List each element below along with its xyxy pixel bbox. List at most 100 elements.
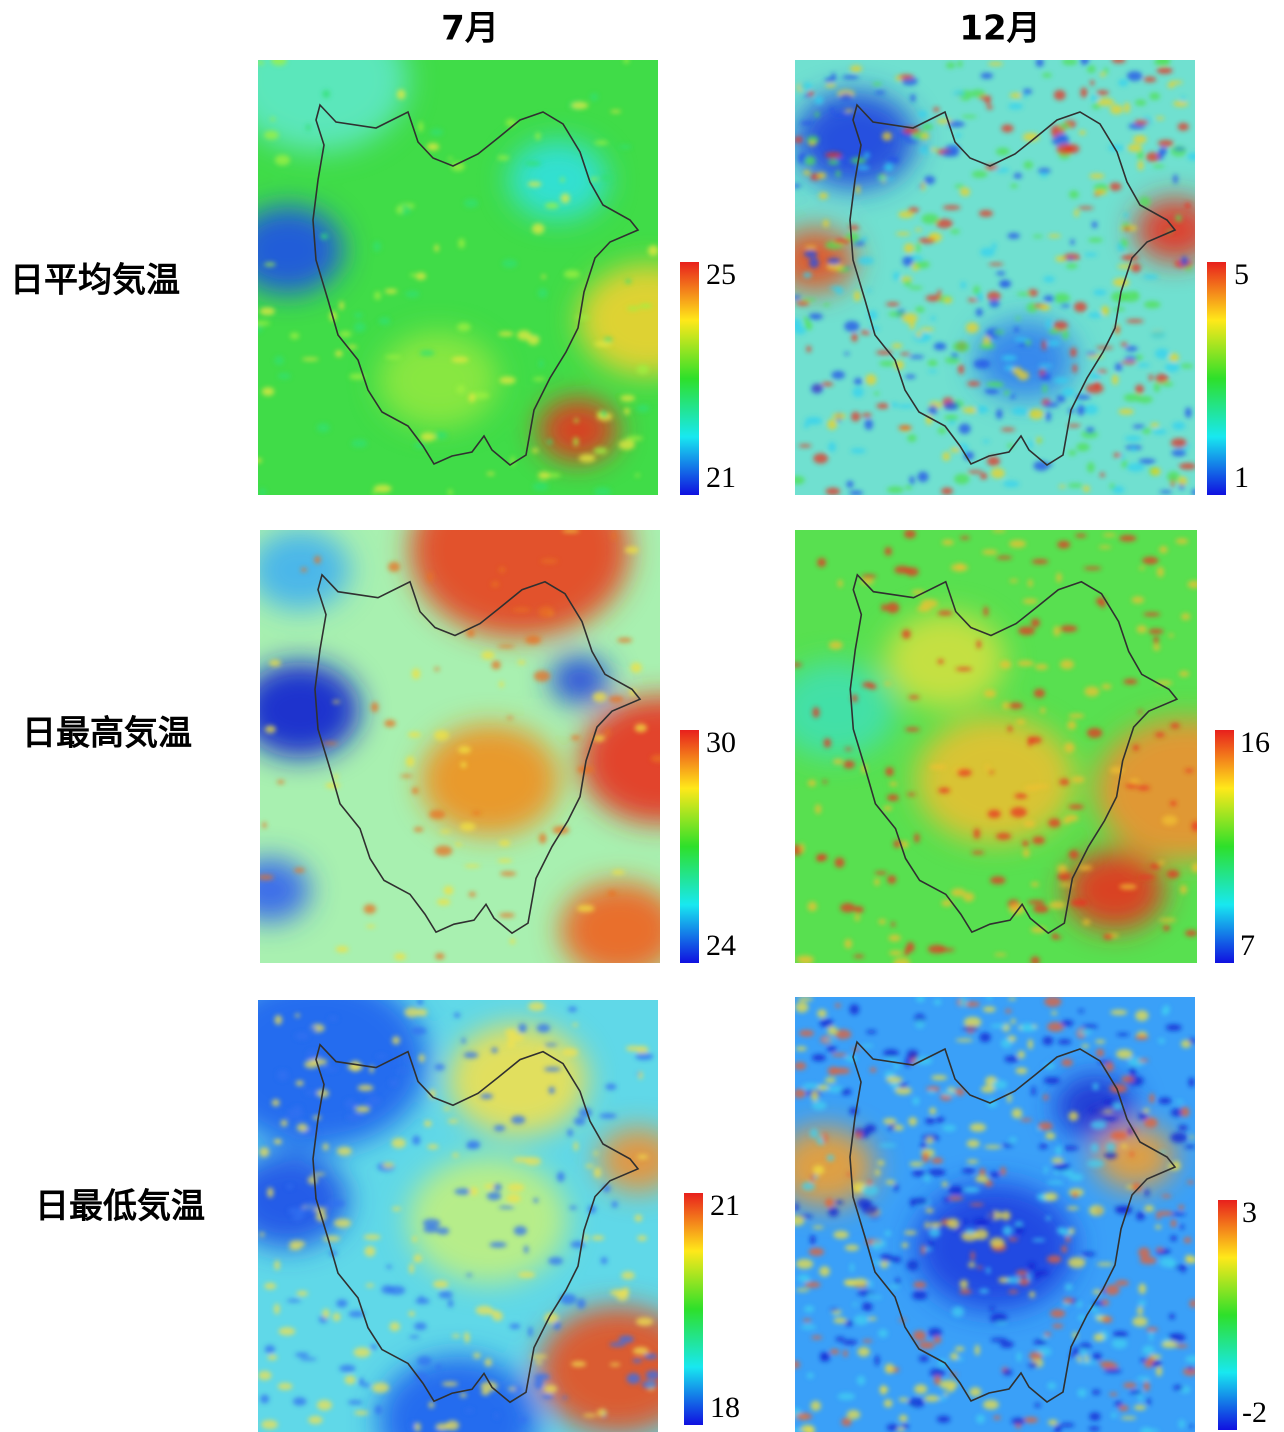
map-texture [796, 1288, 809, 1291]
map-texture [929, 764, 947, 770]
map-texture [532, 223, 545, 234]
map-texture [533, 482, 549, 490]
map-texture [392, 1207, 401, 1211]
map-texture [638, 1071, 642, 1079]
map-texture [374, 291, 381, 300]
map-texture [973, 1219, 990, 1225]
map-texture [1030, 956, 1039, 965]
map-texture [1161, 1195, 1171, 1198]
map-texture [987, 291, 1001, 300]
map-texture [843, 1350, 847, 1357]
map-texture [1175, 215, 1182, 222]
map-texture [835, 288, 844, 294]
map-texture [1077, 1388, 1086, 1397]
map-texture [990, 876, 1006, 884]
map-texture [1112, 57, 1126, 63]
map-texture [790, 476, 805, 485]
map-texture [1035, 664, 1048, 670]
map-texture [1029, 1291, 1035, 1298]
map-texture [265, 1345, 275, 1354]
map-texture [485, 1358, 492, 1366]
map-texture [619, 1335, 634, 1342]
map-texture [1010, 394, 1016, 399]
map-texture [804, 1282, 820, 1288]
map-texture [888, 934, 900, 941]
map-panel [775, 55, 1215, 495]
map-texture [1067, 424, 1080, 427]
map-texture [601, 410, 608, 417]
map-texture [1047, 340, 1060, 346]
map-texture [1059, 779, 1070, 786]
map-texture [947, 1218, 960, 1229]
map-texture [1110, 104, 1123, 114]
map-texture [420, 350, 435, 356]
map-texture [460, 762, 466, 768]
map-texture [1063, 818, 1071, 824]
map-texture [1046, 319, 1051, 329]
map-texture [1016, 719, 1025, 724]
map-texture [862, 1339, 872, 1342]
map-region [775, 662, 895, 758]
map-texture [1158, 140, 1174, 147]
map-texture [253, 321, 270, 326]
map-texture [1048, 234, 1061, 237]
map-texture [1054, 377, 1070, 383]
map-texture [491, 581, 499, 587]
map-texture [1109, 183, 1121, 191]
map-texture [992, 1080, 1007, 1089]
map-texture [888, 1285, 900, 1289]
map-texture [1038, 1122, 1053, 1130]
map-texture [1089, 1205, 1104, 1216]
map-texture [304, 1203, 317, 1212]
map-texture [1094, 1334, 1105, 1342]
map-texture [560, 193, 570, 203]
map-texture [981, 73, 994, 79]
map-texture [1091, 95, 1099, 101]
map-texture [339, 1365, 355, 1372]
map-texture [794, 136, 803, 143]
map-texture [830, 107, 834, 115]
map-texture [1157, 567, 1164, 578]
map-texture [835, 857, 845, 867]
map-texture [992, 243, 997, 250]
map-texture [1144, 77, 1157, 83]
map-texture [1155, 1211, 1173, 1216]
map-texture [557, 1172, 565, 1182]
map-texture [1147, 1398, 1151, 1405]
map-texture [457, 323, 471, 331]
map-texture [1010, 184, 1017, 188]
map-texture [1047, 1382, 1056, 1389]
map-texture [517, 660, 525, 664]
map-texture [834, 238, 852, 244]
colorbar-max-label: 3 [1242, 1196, 1257, 1229]
map-texture [1084, 686, 1099, 696]
map-texture [1065, 1236, 1070, 1242]
map-texture [1003, 1226, 1013, 1237]
map-texture [893, 272, 900, 281]
map-texture [1063, 1298, 1074, 1304]
map-texture [486, 472, 494, 475]
map-texture [921, 133, 930, 139]
map-texture [1169, 633, 1174, 637]
map-texture [922, 214, 939, 224]
map-texture [799, 83, 812, 91]
map-texture [308, 1176, 318, 1184]
map-texture [918, 111, 928, 118]
map-texture [1044, 996, 1061, 1007]
map-texture [996, 271, 1005, 275]
map-texture [908, 207, 919, 212]
map-texture [1124, 356, 1138, 360]
map-texture [1063, 1146, 1078, 1151]
map-texture [332, 700, 340, 703]
map-texture [804, 1306, 814, 1313]
map-texture [1075, 534, 1087, 538]
map-texture [1001, 124, 1013, 132]
row-label: 日平均気温 [10, 261, 180, 301]
map-texture [1068, 714, 1084, 719]
map-texture [879, 1144, 897, 1147]
map-texture [970, 1123, 987, 1132]
map-texture [943, 205, 961, 210]
map-texture [952, 1307, 964, 1317]
map-texture [1009, 579, 1018, 582]
map-texture [831, 371, 845, 379]
